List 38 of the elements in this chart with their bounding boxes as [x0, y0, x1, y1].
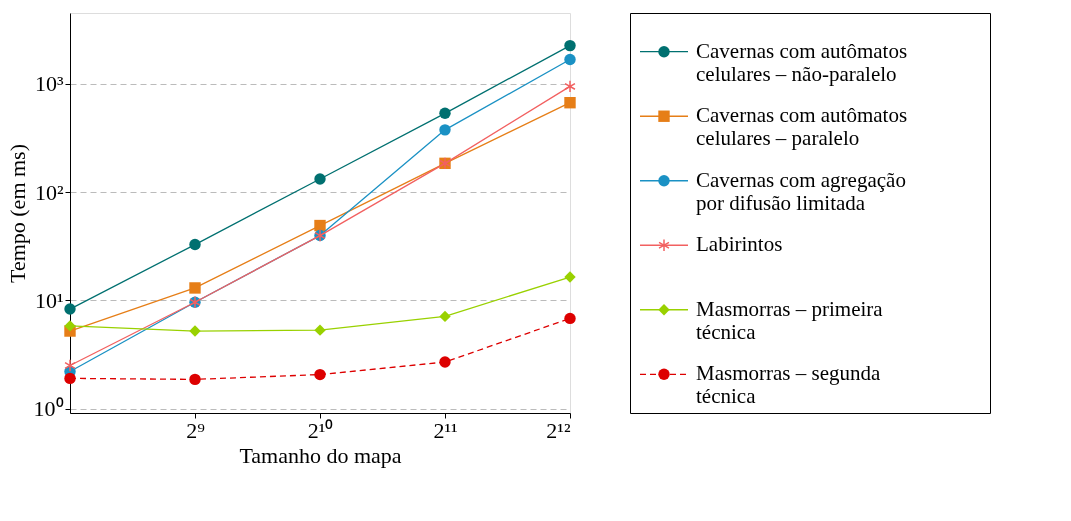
point [64, 303, 76, 315]
point [439, 107, 451, 120]
x-tick-label: 2⁹ [186, 417, 206, 443]
point [64, 320, 76, 332]
x-tick-label: 2¹² [546, 417, 571, 443]
legend-label: Cavernas com autômatos celulares – paralelo [696, 103, 908, 151]
point [189, 373, 201, 386]
point [314, 324, 326, 336]
point [189, 282, 201, 294]
y-tick-label: 10³ [34, 71, 64, 97]
y-tick-label: 10¹ [34, 287, 64, 313]
legend-label: Labirintos [696, 232, 783, 257]
legend-label: Cavernas com autômatos celulares – não-paralelo [696, 38, 908, 86]
point [189, 238, 201, 251]
x-tick-label: 2¹⁰ [307, 417, 334, 443]
point [564, 79, 576, 93]
x-axis-title: Tamanho do mapa [239, 442, 402, 468]
point [439, 124, 451, 136]
point [564, 312, 576, 325]
point [564, 271, 576, 283]
legend-label: Masmorras – primeira técnica [696, 296, 884, 344]
point [314, 173, 326, 185]
y-tick-label: 10² [34, 179, 64, 205]
point [564, 53, 576, 66]
point [564, 39, 576, 52]
point [64, 359, 76, 372]
point [189, 325, 201, 337]
legend-label: Cavernas com agregação por difusão limitada [696, 167, 906, 215]
x-tick-label: 2¹¹ [433, 417, 458, 443]
point [314, 368, 326, 381]
point [314, 219, 326, 232]
point [64, 372, 76, 385]
point [439, 356, 451, 368]
y-tick-label: 10⁰ [33, 396, 64, 422]
point [439, 310, 451, 323]
legend-label: Masmorras – segunda técnica [696, 361, 881, 409]
y-axis-title: Tempo (em ms) [4, 144, 30, 283]
point [564, 97, 576, 109]
